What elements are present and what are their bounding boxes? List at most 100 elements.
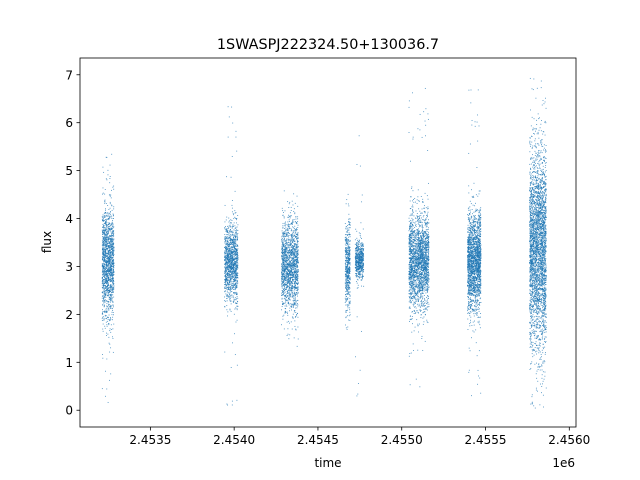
data-point <box>346 315 348 317</box>
data-point <box>281 249 283 251</box>
data-point <box>225 269 227 270</box>
data-point <box>285 283 287 285</box>
data-point <box>108 319 110 321</box>
data-point <box>285 295 287 297</box>
data-point <box>295 253 297 255</box>
data-point <box>297 277 299 279</box>
data-point <box>108 342 110 344</box>
data-point <box>112 288 114 290</box>
data-point <box>231 274 233 276</box>
data-point <box>229 264 231 266</box>
data-point <box>226 260 228 262</box>
data-point <box>106 234 108 235</box>
data-point <box>296 244 297 246</box>
data-point <box>345 270 347 272</box>
data-point <box>227 243 229 245</box>
data-point <box>108 260 110 262</box>
data-point <box>102 273 104 275</box>
data-point <box>227 256 228 257</box>
data-point <box>290 254 292 256</box>
data-point <box>293 287 294 289</box>
data-point <box>349 224 351 225</box>
data-point <box>293 306 295 308</box>
data-point <box>111 307 113 309</box>
data-point <box>284 225 286 227</box>
data-point <box>231 283 233 285</box>
data-point <box>286 247 288 249</box>
data-point <box>227 268 229 270</box>
data-point <box>227 269 229 271</box>
data-point <box>110 331 112 333</box>
data-point <box>103 268 105 270</box>
data-point <box>291 262 293 264</box>
data-point <box>110 297 112 299</box>
data-point <box>281 239 283 241</box>
data-point <box>106 305 108 307</box>
data-point <box>112 281 114 283</box>
data-point <box>285 268 287 269</box>
data-point <box>226 403 228 405</box>
data-point <box>108 212 110 214</box>
data-point <box>109 229 111 231</box>
data-point <box>293 265 295 267</box>
data-point <box>232 267 234 268</box>
data-point <box>287 247 289 249</box>
data-point <box>231 283 233 284</box>
data-point <box>345 279 347 281</box>
data-point <box>107 234 108 236</box>
data-point <box>296 303 298 304</box>
data-point <box>108 287 110 289</box>
data-point <box>282 265 284 267</box>
data-point <box>224 251 226 253</box>
data-point <box>225 281 227 282</box>
data-point <box>112 301 114 303</box>
data-point <box>110 279 112 281</box>
data-point <box>290 252 292 254</box>
data-point <box>105 224 107 226</box>
data-point <box>109 235 111 237</box>
data-point <box>110 239 112 241</box>
data-point <box>233 277 235 278</box>
data-point <box>101 279 103 281</box>
data-point <box>293 241 295 242</box>
data-point <box>107 333 109 335</box>
data-point <box>348 240 349 242</box>
data-point <box>226 272 228 274</box>
data-point <box>283 288 285 290</box>
data-point <box>285 231 287 233</box>
data-point <box>290 295 291 297</box>
data-point <box>226 254 228 255</box>
data-point <box>349 243 351 245</box>
data-point <box>107 264 109 266</box>
data-point <box>103 317 105 319</box>
data-point <box>233 256 235 258</box>
data-point <box>292 317 294 319</box>
data-point <box>225 287 227 289</box>
data-point <box>297 234 299 236</box>
data-point <box>284 261 286 263</box>
data-point <box>232 256 234 258</box>
data-point <box>111 249 113 250</box>
data-point <box>232 258 234 260</box>
data-point <box>104 327 106 329</box>
data-point <box>348 282 350 284</box>
data-point <box>348 266 350 268</box>
data-point <box>108 295 110 297</box>
data-point <box>225 283 227 285</box>
data-point <box>233 250 235 252</box>
data-point <box>235 136 237 138</box>
data-point <box>103 272 105 273</box>
data-point <box>107 236 109 238</box>
data-point <box>109 298 111 300</box>
data-point <box>113 230 115 232</box>
data-point <box>231 271 233 273</box>
data-point <box>356 230 358 232</box>
data-point <box>109 305 111 307</box>
data-point <box>284 294 286 296</box>
data-point <box>289 244 290 246</box>
data-point <box>285 235 287 237</box>
data-point <box>107 266 109 268</box>
data-point <box>105 241 107 243</box>
data-point <box>296 283 298 285</box>
data-point <box>104 274 106 276</box>
